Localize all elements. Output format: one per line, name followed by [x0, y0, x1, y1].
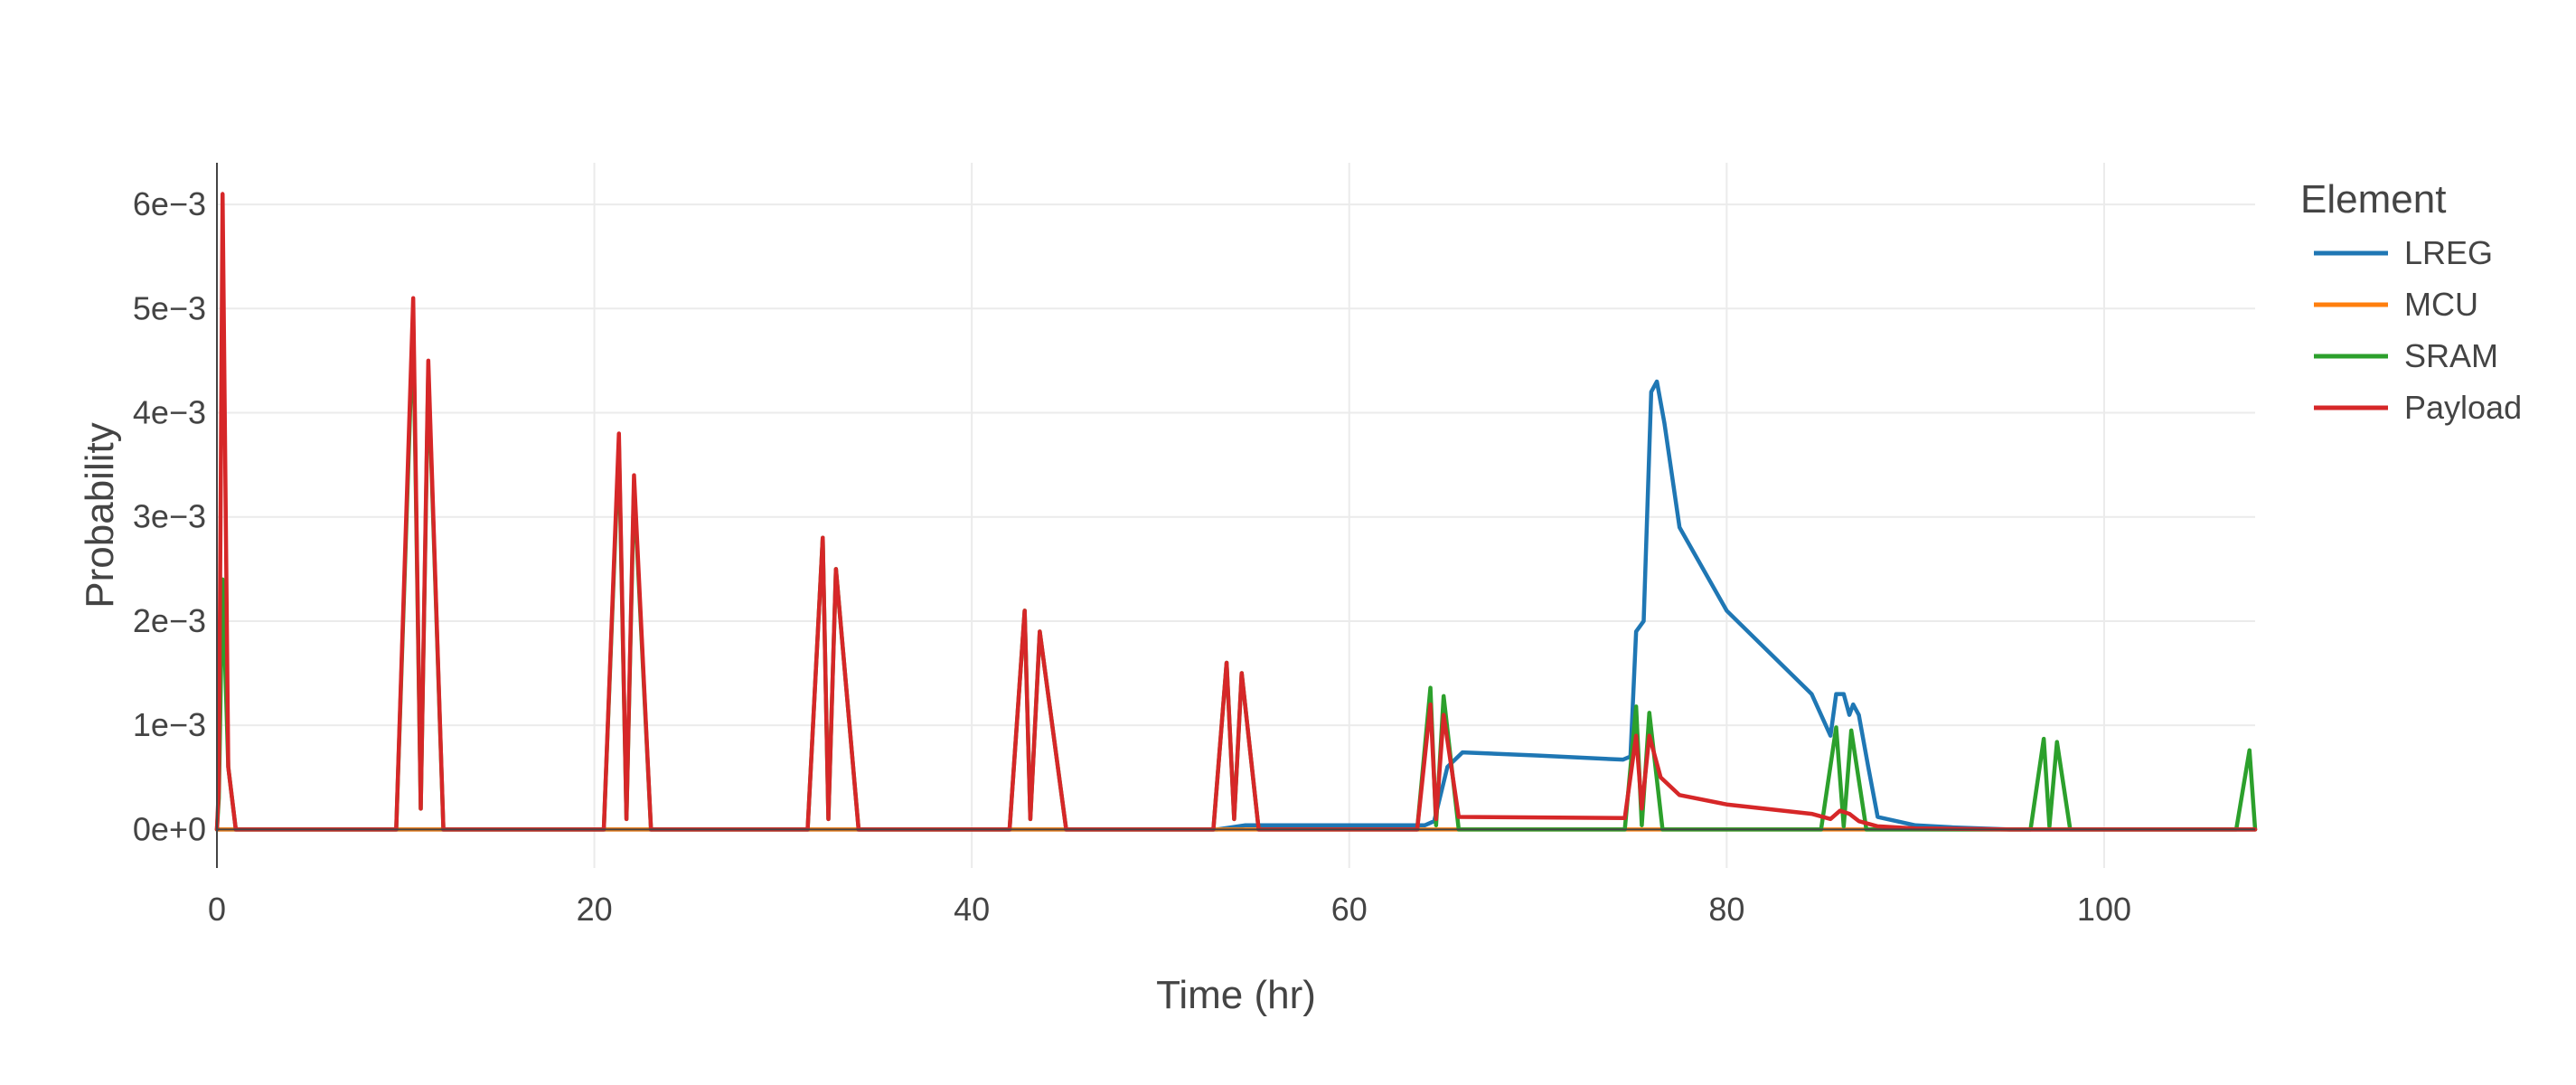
x-tick-label: 100: [2077, 891, 2131, 928]
y-tick-label: 5e−3: [133, 289, 206, 326]
x-tick-label: 80: [1708, 891, 1744, 928]
grid-lines: [217, 163, 2255, 868]
y-tick-label: 0e+0: [133, 810, 206, 847]
x-tick-label: 20: [577, 891, 613, 928]
legend-title: Element: [2300, 177, 2446, 222]
y-tick-label: 3e−3: [133, 498, 206, 535]
series-line-payload: [214, 192, 2258, 832]
legend-item-lreg[interactable]: LREG: [2314, 234, 2493, 271]
y-tick-label: 6e−3: [133, 185, 206, 222]
y-tick-label: 2e−3: [133, 602, 206, 639]
y-tick-label: 4e−3: [133, 394, 206, 431]
plot-area: [214, 192, 2258, 832]
x-tick-label: 0: [208, 891, 226, 928]
x-axis-title: Time (hr): [1156, 973, 1316, 1017]
y-axis-title: Probability: [78, 422, 122, 608]
legend-label: LREG: [2404, 234, 2493, 271]
series-line-lreg: [214, 379, 2258, 832]
legend-label: MCU: [2404, 286, 2478, 323]
legend[interactable]: Element LREG MCU SRAM Payload: [2300, 177, 2522, 426]
legend-item-mcu[interactable]: MCU: [2314, 286, 2478, 323]
x-tick-label: 60: [1331, 891, 1368, 928]
legend-item-payload[interactable]: Payload: [2314, 389, 2522, 426]
axes: 0 20 40 60 80 100 0e+0 1e−3 2e−3 3e−3 4e−3 5e−3 6e−3: [133, 163, 2255, 928]
legend-item-sram[interactable]: SRAM: [2314, 337, 2498, 374]
legend-label: Payload: [2404, 389, 2522, 426]
legend-label: SRAM: [2404, 337, 2498, 374]
x-tick-label: 40: [954, 891, 990, 928]
y-tick-label: 1e−3: [133, 706, 206, 743]
